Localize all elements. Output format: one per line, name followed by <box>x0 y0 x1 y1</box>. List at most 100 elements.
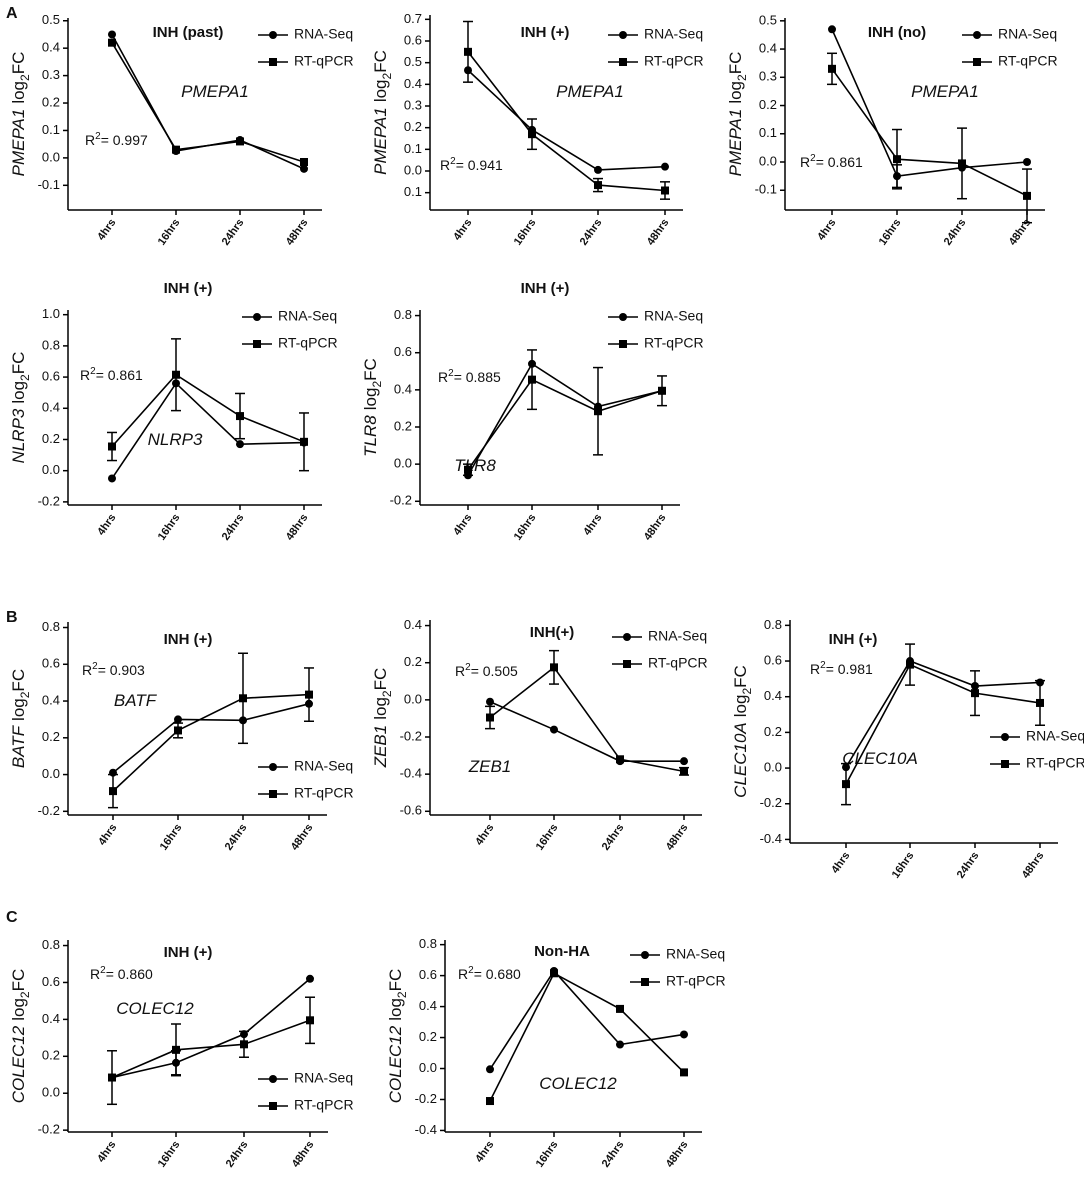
marker-circle <box>550 725 558 734</box>
marker-square <box>594 407 602 416</box>
y-tick-label: 0.0 <box>419 1060 437 1075</box>
legend-label: RT-qPCR <box>644 53 704 69</box>
legend-marker <box>623 660 631 668</box>
panel-letter: A <box>6 5 18 22</box>
y-tick-label: 0.0 <box>404 162 422 177</box>
y-axis-label: COLEC12 log2FC <box>386 969 409 1104</box>
x-tick-label: 48hrs <box>642 512 669 543</box>
y-tick-label: 0.0 <box>759 153 777 168</box>
x-tick-label: 16hrs <box>156 1139 183 1170</box>
y-tick-label: 0.5 <box>759 12 777 27</box>
y-tick-label: -0.1 <box>755 182 777 197</box>
marker-square <box>1023 191 1031 200</box>
marker-square <box>305 690 313 699</box>
legend-marker <box>269 790 277 798</box>
r-text: R <box>810 661 820 677</box>
gene-label: CLEC10A <box>842 749 918 768</box>
y-label-unit: FC <box>731 665 750 688</box>
x-tick-label: 4hrs <box>581 512 604 538</box>
x-tick-label: 4hrs <box>451 512 474 538</box>
y-tick-label: 0.6 <box>42 369 60 384</box>
series-line <box>112 703 310 774</box>
legend-marker <box>1001 760 1009 768</box>
y-tick-label: 0.4 <box>419 998 437 1013</box>
r-value: = 0.861 <box>816 154 863 170</box>
legend-marker <box>619 313 627 321</box>
gene-label: NLRP3 <box>148 430 203 449</box>
x-tick-label: 24hrs <box>223 822 250 853</box>
marker-circle <box>1023 158 1031 166</box>
chart-title: INH (no) <box>868 24 926 41</box>
r-value: = 0.941 <box>456 157 503 173</box>
y-tick-label: 0.2 <box>394 418 412 433</box>
series-line <box>111 1019 311 1079</box>
x-tick-label: 24hrs <box>220 512 247 543</box>
gene-label: PMEPA1 <box>911 82 979 101</box>
marker-square <box>486 713 494 722</box>
y-tick-label: 0.6 <box>404 32 422 47</box>
legend-label: RNA-Seq <box>1026 728 1084 744</box>
legend-marker <box>269 1102 277 1110</box>
r-sup: 2 <box>448 368 454 379</box>
gene-label: PMEPA1 <box>556 82 624 101</box>
y-tick-label: -0.6 <box>400 803 422 818</box>
y-tick-label: 0.8 <box>42 337 60 352</box>
marker-circle <box>616 1040 624 1049</box>
panel-letter: C <box>6 909 18 926</box>
x-tick-label: 4hrs <box>815 217 838 243</box>
chart-title: INH (+) <box>829 631 878 648</box>
legend-marker <box>641 978 649 986</box>
legend-marker <box>973 58 981 66</box>
marker-square <box>300 158 308 166</box>
r-text: R <box>440 157 450 173</box>
y-label-sub: 2 <box>18 374 32 381</box>
x-tick-label: 48hrs <box>664 1139 691 1170</box>
r-squared: R2= 0.981 <box>810 660 873 677</box>
y-tick-label: 0.8 <box>394 307 412 322</box>
y-label-sub: 2 <box>18 691 32 698</box>
marker-circle <box>300 164 308 173</box>
x-tick-label: 48hrs <box>645 217 672 248</box>
y-axis-label: ZEB1 log2FC <box>371 668 394 769</box>
y-axis-label: BATF log2FC <box>9 669 32 768</box>
legend-label: RT-qPCR <box>278 335 338 351</box>
marker-square <box>108 38 116 47</box>
marker-square <box>680 767 688 776</box>
y-tick-label: 0.3 <box>404 97 422 112</box>
legend-label: RNA-Seq <box>998 26 1057 42</box>
marker-circle <box>108 30 116 39</box>
r-sup: 2 <box>100 965 106 976</box>
y-label-sub: 2 <box>735 74 749 81</box>
r-sup: 2 <box>95 131 101 142</box>
y-tick-label: 0.1 <box>42 122 60 137</box>
chart-title: INH (+) <box>164 631 213 648</box>
x-tick-label: 16hrs <box>534 1139 561 1170</box>
r-value: = 0.997 <box>101 132 148 148</box>
y-tick-label: -0.2 <box>415 1091 437 1106</box>
y-label-gene: TLR8 <box>361 415 380 457</box>
y-tick-label: 0.2 <box>404 654 422 669</box>
gene-label: PMEPA1 <box>181 82 249 101</box>
y-tick-label: 0.4 <box>42 400 60 415</box>
y-label-unit: FC <box>726 52 745 75</box>
x-tick-label: 16hrs <box>512 217 539 248</box>
y-label-gene: PMEPA1 <box>371 107 390 175</box>
r-text: R <box>458 966 468 982</box>
x-tick-label: 4hrs <box>829 850 852 876</box>
y-tick-label: 0.5 <box>42 12 60 27</box>
x-tick-label: 4hrs <box>95 217 118 243</box>
series-line <box>467 51 666 192</box>
r-squared: R2= 0.861 <box>80 366 143 383</box>
y-tick-label: 0.5 <box>404 54 422 69</box>
legend-marker <box>253 313 261 321</box>
y-axis-label: PMEPA1 log2FC <box>371 50 394 175</box>
r-value: = 0.981 <box>826 661 873 677</box>
y-label-gene: NLRP3 <box>9 408 28 463</box>
marker-square <box>828 64 836 73</box>
r-sup: 2 <box>92 661 98 672</box>
marker-square <box>236 137 244 146</box>
chart-title: INH (past) <box>153 24 224 41</box>
y-label-text: log <box>371 697 390 720</box>
marker-square <box>616 755 624 764</box>
y-tick-label: 0.0 <box>404 691 422 706</box>
